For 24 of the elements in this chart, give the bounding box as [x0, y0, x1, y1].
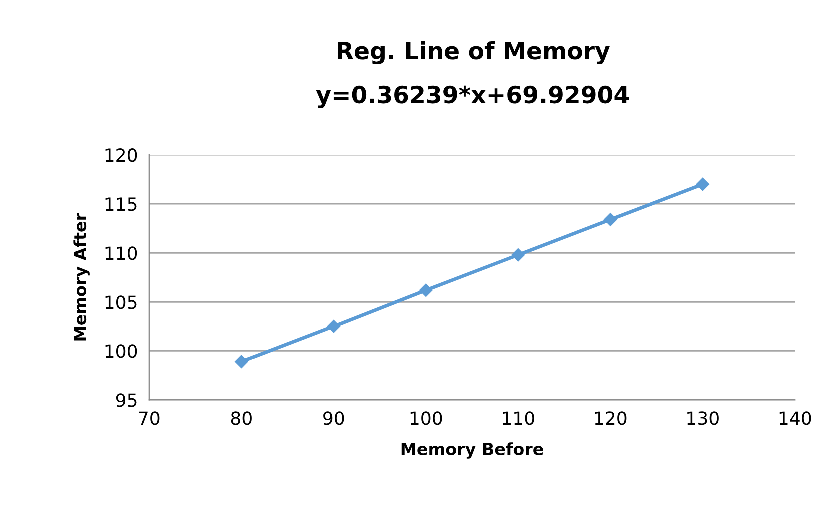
y-tick-label: 110: [106, 246, 138, 260]
x-tick-label: 110: [503, 412, 534, 426]
chart-title: Reg. Line of Memory: [338, 42, 610, 65]
point: [512, 248, 525, 262]
x-tick-label: 90: [324, 412, 344, 426]
point: [604, 213, 618, 226]
y-axis-title: Memory After: [74, 213, 90, 341]
x-axis-title: Memory Before: [402, 442, 544, 459]
y-tick-label: 100: [106, 344, 138, 358]
point: [327, 320, 340, 334]
y-tick-label: 115: [106, 198, 137, 212]
point: [235, 355, 248, 369]
y-tick-label: 95: [116, 394, 137, 408]
x-tick-label: 70: [139, 412, 160, 426]
point: [420, 284, 433, 297]
x-tick-label: 80: [231, 412, 252, 426]
y-tick-label: 105: [106, 296, 137, 310]
x-tick-label: 140: [780, 412, 812, 426]
x-tick-label: 100: [410, 412, 442, 426]
y-tick-label: 120: [106, 148, 138, 162]
chart-subtitle: y=0.36239*x+69.92904: [316, 86, 630, 108]
x-tick-label: 130: [688, 412, 719, 426]
x-tick-label: 120: [595, 412, 627, 426]
point: [696, 178, 710, 192]
